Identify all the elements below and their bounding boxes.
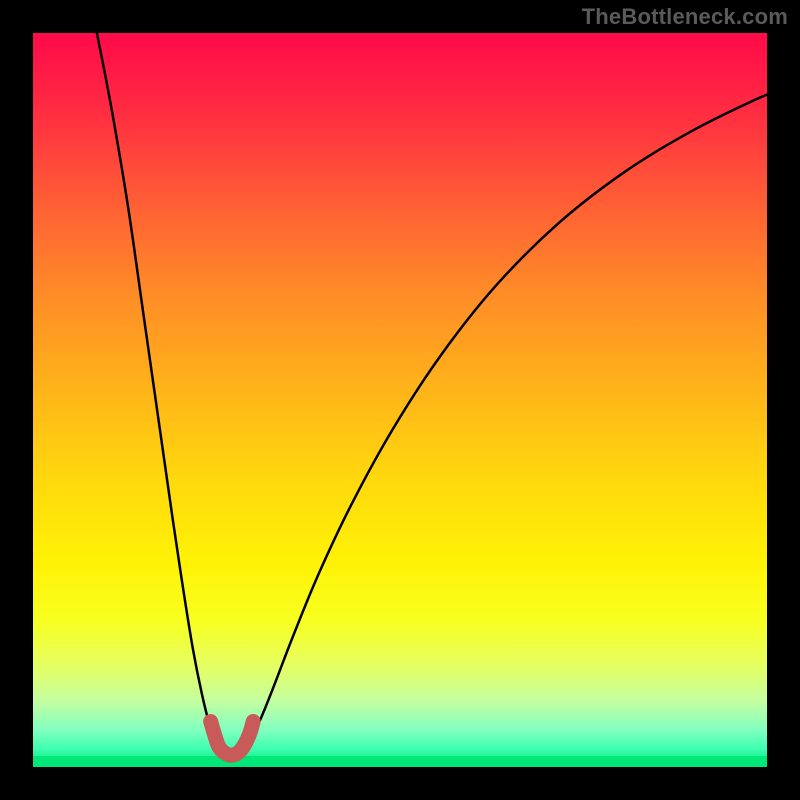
chart-container: TheBottleneck.com xyxy=(0,0,800,800)
optimal-point-marker xyxy=(211,721,254,755)
bottom-green-band xyxy=(33,756,767,767)
chart-plot-area xyxy=(33,33,767,767)
curve-layer xyxy=(33,33,767,767)
watermark-text: TheBottleneck.com xyxy=(582,4,788,30)
performance-drop-curve xyxy=(94,18,774,756)
